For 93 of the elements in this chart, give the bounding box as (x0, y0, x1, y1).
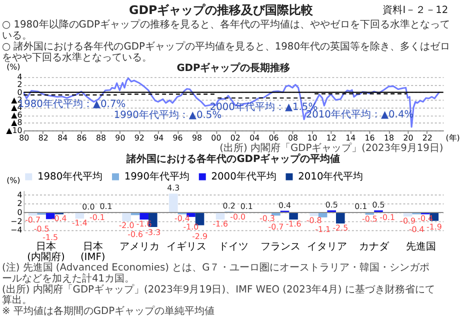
text: (出所) 内閣府「GDPギャップ」(2023年9月19日)、IMF WEO (2023年4月) に基づき財務省にて算出。 (2, 283, 435, 306)
x-tick-label: 86 (76, 134, 87, 143)
x-tick-label: 90 (115, 134, 126, 143)
x-tick-label: 82 (38, 134, 48, 143)
x-tick-label: 20 (403, 134, 414, 143)
x-tick-label: 08 (288, 134, 298, 143)
data-label: 0.1 (240, 202, 253, 212)
x-tick-label: 96 (172, 134, 183, 143)
x-tick-label: フランス (260, 241, 300, 252)
data-label: 0.0 (82, 202, 95, 212)
data-label: 0.5 (325, 200, 338, 210)
x-tick-label: 日本(IMF) (80, 240, 106, 264)
x-tick-label: イギリス (166, 240, 207, 252)
x-tick-label: 日本(内閣府) (27, 240, 65, 264)
data-label: -1.5 (42, 232, 58, 242)
data-label: -0.5 (362, 214, 378, 224)
data-label: -2.5 (332, 223, 348, 232)
data-label: 0.4 (278, 200, 292, 210)
x-tick-label: アメリカ (120, 241, 160, 252)
data-label: -1.4 (72, 218, 88, 228)
data-label: -1.1 (315, 225, 331, 234)
data-label: -0.7 (268, 222, 284, 232)
x-tick-label: カナダ (359, 240, 390, 252)
text: ※ 平均値は各期間のGDPギャップの単純平均値 (2, 304, 215, 317)
data-label: -0.4 (174, 214, 190, 224)
y-axis-title: (%) (6, 176, 20, 186)
x-tick-label: 18 (384, 134, 394, 143)
data-label: -0.0 (230, 212, 246, 222)
data-label: -0.6 (128, 230, 144, 239)
y-tick-label: 4 (17, 72, 22, 82)
text: ○ 諸外国における各年代のGDPギャップの平均値を見ると、1980年代の英国等を除き、多くはゼロをやや下回る水準となっている。 (2, 40, 450, 64)
legend-label: 1980年代平均 (38, 170, 103, 183)
x-tick-label: ドイツ (218, 241, 248, 252)
x-tick-label: 10 (307, 134, 318, 143)
data-label: -2.9 (192, 232, 208, 242)
data-label: -2.0 (118, 221, 134, 230)
chart-title: GDPギャップの長期推移 (176, 62, 290, 74)
y-axis-title: (%) (6, 62, 20, 72)
x-tick-label: 98 (192, 134, 202, 143)
data-label: -0.1 (90, 212, 105, 222)
data-label: -0.5 (34, 224, 50, 234)
x-tick-label: 22 (422, 134, 432, 143)
x-axis-title: (年) (446, 134, 460, 143)
chart-title: 諸外国における各年代のGDPギャップの平均値 (126, 152, 340, 165)
legend-label: 2000年代平均 (211, 170, 276, 183)
data-label: -1.6 (212, 219, 228, 228)
legend-label: 1990年代平均 (124, 170, 190, 183)
data-label: -0.4 (51, 214, 67, 224)
x-tick-label: 02 (230, 134, 240, 143)
x-tick-label: 88 (96, 134, 106, 143)
text: 資料Ⅰ－２－12 (382, 4, 448, 16)
data-label: -1.9 (426, 222, 442, 232)
data-label: 0.2 (222, 202, 236, 211)
y-tick-label: ▲6 (11, 110, 22, 120)
data-label: 0.5 (372, 200, 385, 210)
x-tick-label: 80 (19, 134, 30, 143)
text: GDPギャップの推移及び国際比較 (129, 2, 314, 17)
data-label: -0.3 (259, 214, 275, 223)
text: (出所) 内閣府「GDPギャップ」(2023年9月19日) (220, 142, 444, 154)
y-tick-label: 0 (17, 88, 22, 97)
y-tick-label: 2 (17, 80, 22, 90)
text: ○ 1980年以降のGDPギャップの推移を見ると、各年代の平均値は、ややゼロを下回る水準となっている。 (2, 18, 450, 42)
legend-label: 2010年代平均 (298, 170, 364, 183)
y-tick-label: −4 (10, 226, 22, 235)
y-tick-label: ▲10 (6, 126, 22, 135)
data-label: -1.0 (183, 222, 199, 232)
y-tick-label: 4 (17, 190, 22, 200)
x-tick-label: 12 (326, 134, 336, 143)
x-tick-label: イタリア (307, 241, 348, 252)
data-label: -0.1 (380, 212, 395, 222)
x-tick-label: 先進国 (406, 240, 436, 252)
x-tick-label: 94 (154, 134, 164, 143)
data-label: 0.1 (354, 202, 368, 212)
data-label: -0.4 (408, 225, 424, 234)
x-tick-label: 00 (211, 134, 222, 143)
data-label: -1.6 (286, 219, 302, 228)
data-label: -0.7 (25, 216, 40, 225)
text: (注) 先進国 (Advanced Economies) とは、G７・ユーロ圏にオーストラリア・韓国・シンガポールなどを加えた計41カ国。 (2, 262, 430, 284)
y-tick-label: 2 (17, 199, 22, 208)
y-tick-label: 0 (17, 208, 22, 217)
x-tick-label: 84 (58, 134, 68, 143)
data-label: 4.3 (167, 184, 180, 193)
data-label: -0.9 (400, 216, 416, 226)
y-tick-label: ▲8 (11, 118, 22, 128)
data-label: -3.3 (145, 228, 161, 237)
x-tick-label: 16 (364, 134, 375, 143)
data-label: 0.1 (100, 202, 112, 212)
x-tick-label: 14 (346, 134, 356, 143)
x-tick-label: 04 (250, 134, 260, 143)
y-tick-label: −2 (10, 216, 22, 226)
data-label: -0.8 (306, 216, 322, 225)
x-tick-label: 06 (268, 134, 279, 143)
x-tick-label: 92 (134, 134, 144, 143)
